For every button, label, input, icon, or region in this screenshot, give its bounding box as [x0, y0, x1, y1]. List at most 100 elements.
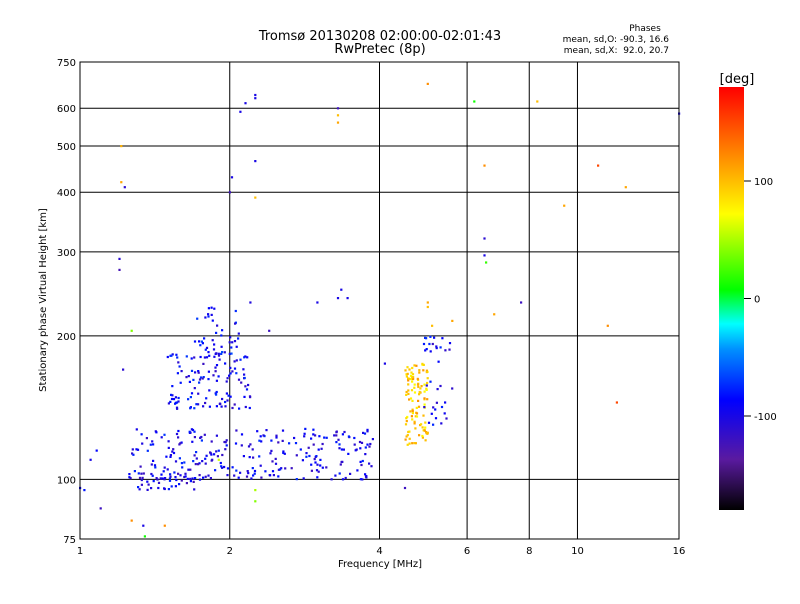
data-point	[187, 398, 190, 401]
data-point	[403, 486, 407, 490]
data-point	[135, 428, 138, 431]
data-point	[217, 449, 220, 452]
data-point	[189, 396, 192, 399]
data-point	[217, 354, 221, 357]
data-point	[415, 412, 419, 415]
data-point	[606, 324, 609, 327]
data-point	[408, 377, 411, 380]
y-axis: 75 100 200 300 400 500 600 750	[57, 58, 76, 546]
data-point	[169, 473, 172, 476]
data-point	[338, 443, 341, 446]
data-point	[299, 448, 302, 451]
data-point	[194, 371, 197, 374]
data-point	[272, 474, 275, 477]
data-point	[155, 477, 158, 480]
data-point	[174, 402, 177, 405]
colorbar: [deg] 100 0 -100	[719, 72, 777, 510]
data-point	[163, 433, 166, 436]
data-point	[423, 397, 426, 400]
data-point	[423, 429, 426, 432]
data-point	[335, 441, 338, 444]
data-point	[413, 383, 416, 386]
data-point	[362, 431, 365, 434]
data-point	[340, 288, 343, 291]
data-point	[239, 110, 242, 113]
data-point	[129, 477, 132, 480]
data-point	[235, 345, 238, 348]
data-point	[440, 422, 443, 425]
data-point	[341, 433, 344, 436]
data-point	[325, 466, 328, 469]
data-point	[234, 322, 237, 325]
data-point	[190, 369, 194, 372]
data-point	[336, 297, 340, 300]
data-point	[169, 475, 172, 478]
data-point	[188, 380, 191, 383]
data-point	[225, 439, 228, 442]
data-point	[418, 369, 421, 372]
data-point	[237, 476, 240, 479]
data-point	[473, 100, 476, 103]
data-point	[295, 478, 298, 481]
y-axis-label: Stationary phase Virtual Height [km]	[38, 208, 49, 392]
data-point	[202, 476, 205, 479]
data-point	[411, 366, 414, 370]
data-point	[406, 434, 409, 437]
data-point	[288, 442, 291, 445]
data-point	[426, 82, 429, 85]
data-point	[130, 329, 133, 332]
x-tick-label: 2	[227, 546, 233, 557]
data-point	[214, 366, 217, 369]
data-point	[198, 478, 202, 481]
data-point	[171, 394, 174, 397]
data-point	[340, 460, 343, 464]
data-point	[233, 360, 236, 363]
data-point	[195, 403, 198, 406]
y-tick-label: 300	[57, 248, 76, 259]
data-point	[227, 394, 230, 397]
data-point	[140, 472, 143, 475]
data-point	[176, 407, 179, 410]
data-point	[353, 443, 356, 446]
data-point	[234, 309, 237, 313]
data-point	[358, 440, 362, 444]
data-point	[229, 366, 232, 369]
data-point	[218, 358, 221, 361]
data-point	[244, 102, 247, 105]
data-point	[359, 447, 362, 450]
data-point	[426, 432, 429, 435]
data-point	[413, 386, 416, 389]
data-point	[228, 191, 231, 194]
data-point	[254, 500, 257, 503]
data-point	[131, 448, 134, 451]
data-point	[248, 406, 251, 410]
data-point	[201, 342, 204, 345]
data-point	[451, 387, 454, 390]
data-point	[170, 485, 173, 488]
data-point	[139, 465, 142, 468]
data-point	[141, 476, 144, 479]
data-point	[281, 439, 284, 442]
data-point	[356, 469, 359, 472]
data-point	[193, 454, 196, 457]
data-point	[312, 433, 315, 436]
data-point	[410, 415, 413, 418]
data-point	[228, 374, 231, 377]
data-point	[193, 488, 196, 491]
colorbar-tick-label: -100	[754, 412, 777, 423]
data-point	[420, 385, 423, 388]
data-point	[283, 452, 286, 455]
data-point	[178, 457, 181, 460]
data-point	[161, 477, 164, 480]
data-point	[246, 356, 249, 359]
data-point	[174, 396, 177, 399]
data-point	[429, 335, 432, 338]
data-point	[316, 463, 319, 466]
data-point	[210, 459, 213, 462]
data-point	[166, 468, 169, 471]
data-point	[242, 455, 245, 458]
data-point	[423, 403, 426, 406]
data-point	[193, 436, 196, 439]
data-point	[282, 450, 285, 453]
data-point	[170, 393, 173, 396]
